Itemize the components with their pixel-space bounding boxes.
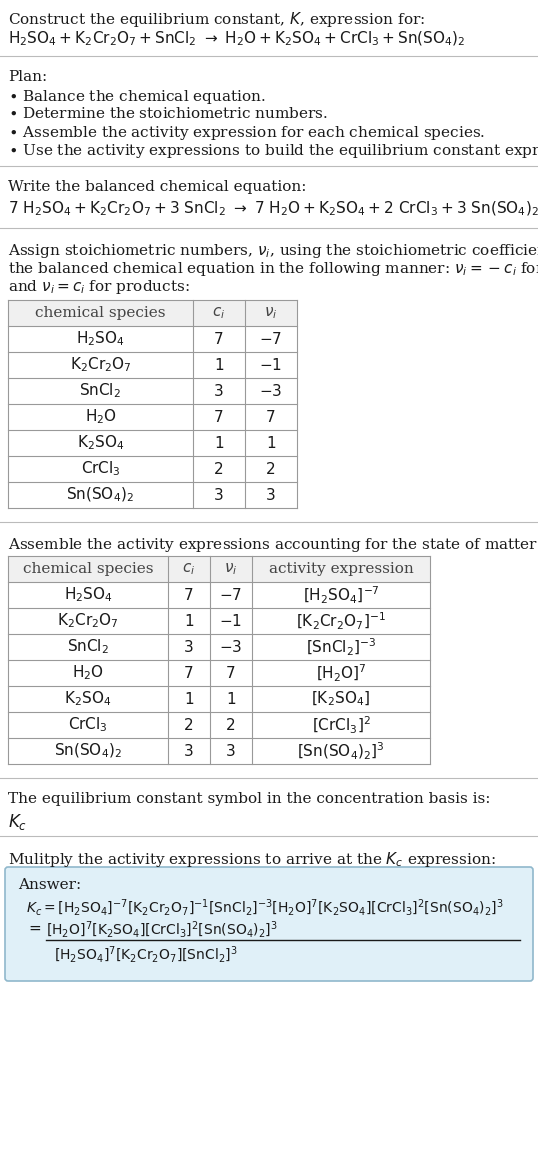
Text: $-3$: $-3$	[220, 638, 243, 655]
Text: $[\mathrm{H_2SO_4}]^{-7}$: $[\mathrm{H_2SO_4}]^{-7}$	[302, 585, 379, 606]
Text: Write the balanced chemical equation:: Write the balanced chemical equation:	[8, 180, 307, 194]
FancyBboxPatch shape	[5, 866, 533, 982]
Text: $\mathrm{K_2Cr_2O_7}$: $\mathrm{K_2Cr_2O_7}$	[69, 356, 131, 374]
Text: $[\mathrm{H_2O}]^{7}$: $[\mathrm{H_2O}]^{7}$	[316, 663, 366, 684]
Text: Assemble the activity expressions accounting for the state of matter and $\nu_i$: Assemble the activity expressions accoun…	[8, 536, 538, 554]
Text: Construct the equilibrium constant, $K$, expression for:: Construct the equilibrium constant, $K$,…	[8, 10, 425, 29]
Text: $\mathrm{H_2SO_4 + K_2Cr_2O_7 + SnCl_2\ \rightarrow\ H_2O + K_2SO_4 + CrCl_3 + S: $\mathrm{H_2SO_4 + K_2Cr_2O_7 + SnCl_2\ …	[8, 30, 465, 49]
Text: 3: 3	[214, 487, 224, 502]
Text: $\mathrm{K_2SO_4}$: $\mathrm{K_2SO_4}$	[77, 434, 124, 452]
Text: $-1$: $-1$	[220, 613, 243, 629]
Text: 2: 2	[226, 718, 236, 733]
Text: $\bullet$ Assemble the activity expression for each chemical species.: $\bullet$ Assemble the activity expressi…	[8, 124, 485, 142]
Text: 1: 1	[184, 692, 194, 706]
Text: $[\mathrm{K_2SO_4}]$: $[\mathrm{K_2SO_4}]$	[312, 690, 371, 708]
Text: $\mathrm{7\ H_2SO_4 + K_2Cr_2O_7 + 3\ SnCl_2\ \rightarrow\ 7\ H_2O + K_2SO_4 + 2: $\mathrm{7\ H_2SO_4 + K_2Cr_2O_7 + 3\ Sn…	[8, 200, 538, 219]
Text: Answer:: Answer:	[18, 878, 81, 892]
Text: chemical species: chemical species	[36, 306, 166, 320]
Text: $c_i$: $c_i$	[182, 562, 196, 577]
Text: $\mathrm{SnCl_2}$: $\mathrm{SnCl_2}$	[67, 637, 109, 656]
Text: 2: 2	[266, 462, 276, 477]
Text: $\mathrm{K_2Cr_2O_7}$: $\mathrm{K_2Cr_2O_7}$	[57, 612, 119, 630]
Text: 3: 3	[226, 743, 236, 758]
Text: $\mathrm{CrCl_3}$: $\mathrm{CrCl_3}$	[68, 715, 108, 734]
Text: $\bullet$ Determine the stoichiometric numbers.: $\bullet$ Determine the stoichiometric n…	[8, 106, 328, 121]
Text: $\nu_i$: $\nu_i$	[224, 562, 238, 577]
Text: $K_c = [\mathrm{H_2SO_4}]^{-7}[\mathrm{K_2Cr_2O_7}]^{-1}[\mathrm{SnCl_2}]^{-3}[\: $K_c = [\mathrm{H_2SO_4}]^{-7}[\mathrm{K…	[26, 898, 504, 919]
Text: $[\mathrm{H_2SO_4}]^7[\mathrm{K_2Cr_2O_7}][\mathrm{SnCl_2}]^3$: $[\mathrm{H_2SO_4}]^7[\mathrm{K_2Cr_2O_7…	[54, 946, 238, 965]
Text: 3: 3	[184, 640, 194, 655]
Text: $c_i$: $c_i$	[213, 305, 225, 321]
Text: The equilibrium constant symbol in the concentration basis is:: The equilibrium constant symbol in the c…	[8, 792, 491, 806]
Text: 7: 7	[184, 587, 194, 602]
Text: $-7$: $-7$	[259, 331, 282, 347]
Text: $[\mathrm{SnCl_2}]^{-3}$: $[\mathrm{SnCl_2}]^{-3}$	[306, 636, 376, 657]
Text: chemical species: chemical species	[23, 562, 153, 576]
Text: and $\nu_i = c_i$ for products:: and $\nu_i = c_i$ for products:	[8, 278, 190, 297]
Text: $\mathrm{Sn(SO_4)_2}$: $\mathrm{Sn(SO_4)_2}$	[66, 486, 134, 505]
Text: $\mathrm{Sn(SO_4)_2}$: $\mathrm{Sn(SO_4)_2}$	[54, 742, 122, 761]
Text: 1: 1	[184, 614, 194, 628]
Text: 1: 1	[266, 435, 276, 450]
Bar	[8, 556, 430, 582]
Text: 7: 7	[214, 409, 224, 424]
Text: $\bullet$ Use the activity expressions to build the equilibrium constant express: $\bullet$ Use the activity expressions t…	[8, 142, 538, 160]
Text: $\nu_i$: $\nu_i$	[264, 305, 278, 321]
Text: 7: 7	[266, 409, 276, 424]
Text: 3: 3	[184, 743, 194, 758]
Text: $\mathrm{H_2O}$: $\mathrm{H_2O}$	[84, 408, 117, 427]
Text: $=$: $=$	[26, 920, 42, 935]
Bar	[8, 300, 297, 508]
Text: $[\mathrm{Sn(SO_4)_2}]^{3}$: $[\mathrm{Sn(SO_4)_2}]^{3}$	[297, 741, 385, 762]
Text: the balanced chemical equation in the following manner: $\nu_i = -c_i$ for react: the balanced chemical equation in the fo…	[8, 261, 538, 278]
Text: 7: 7	[214, 331, 224, 347]
Text: $\mathrm{SnCl_2}$: $\mathrm{SnCl_2}$	[80, 381, 122, 400]
Text: $\mathrm{CrCl_3}$: $\mathrm{CrCl_3}$	[81, 459, 121, 478]
Text: 7: 7	[184, 665, 194, 680]
Text: Assign stoichiometric numbers, $\nu_i$, using the stoichiometric coefficients, $: Assign stoichiometric numbers, $\nu_i$, …	[8, 242, 538, 261]
Text: Mulitply the activity expressions to arrive at the $K_c$ expression:: Mulitply the activity expressions to arr…	[8, 850, 496, 869]
Bar	[8, 556, 430, 764]
Text: $\mathrm{H_2SO_4}$: $\mathrm{H_2SO_4}$	[63, 586, 112, 605]
Text: $\mathrm{H_2SO_4}$: $\mathrm{H_2SO_4}$	[76, 329, 125, 349]
Text: 3: 3	[214, 384, 224, 399]
Text: $-7$: $-7$	[220, 587, 243, 602]
Text: $[\mathrm{K_2Cr_2O_7}]^{-1}$: $[\mathrm{K_2Cr_2O_7}]^{-1}$	[296, 611, 386, 632]
Text: $-1$: $-1$	[259, 357, 282, 373]
Text: Plan:: Plan:	[8, 70, 47, 84]
Bar	[8, 300, 297, 326]
Text: $K_c$: $K_c$	[8, 812, 27, 832]
Text: $\mathrm{H_2O}$: $\mathrm{H_2O}$	[72, 664, 104, 683]
Text: 1: 1	[214, 435, 224, 450]
Text: 2: 2	[214, 462, 224, 477]
Text: $[\mathrm{CrCl_3}]^{2}$: $[\mathrm{CrCl_3}]^{2}$	[312, 714, 371, 735]
Text: activity expression: activity expression	[268, 562, 413, 576]
Text: 1: 1	[226, 692, 236, 706]
Text: $\bullet$ Balance the chemical equation.: $\bullet$ Balance the chemical equation.	[8, 88, 266, 106]
Text: $\mathrm{K_2SO_4}$: $\mathrm{K_2SO_4}$	[65, 690, 112, 708]
Text: 3: 3	[266, 487, 276, 502]
Text: $-3$: $-3$	[259, 383, 282, 399]
Text: 7: 7	[226, 665, 236, 680]
Text: $[\mathrm{H_2O}]^7[\mathrm{K_2SO_4}][\mathrm{CrCl_3}]^2[\mathrm{Sn(SO_4)_2}]^3$: $[\mathrm{H_2O}]^7[\mathrm{K_2SO_4}][\ma…	[46, 920, 278, 941]
Text: 1: 1	[214, 357, 224, 372]
Text: 2: 2	[184, 718, 194, 733]
